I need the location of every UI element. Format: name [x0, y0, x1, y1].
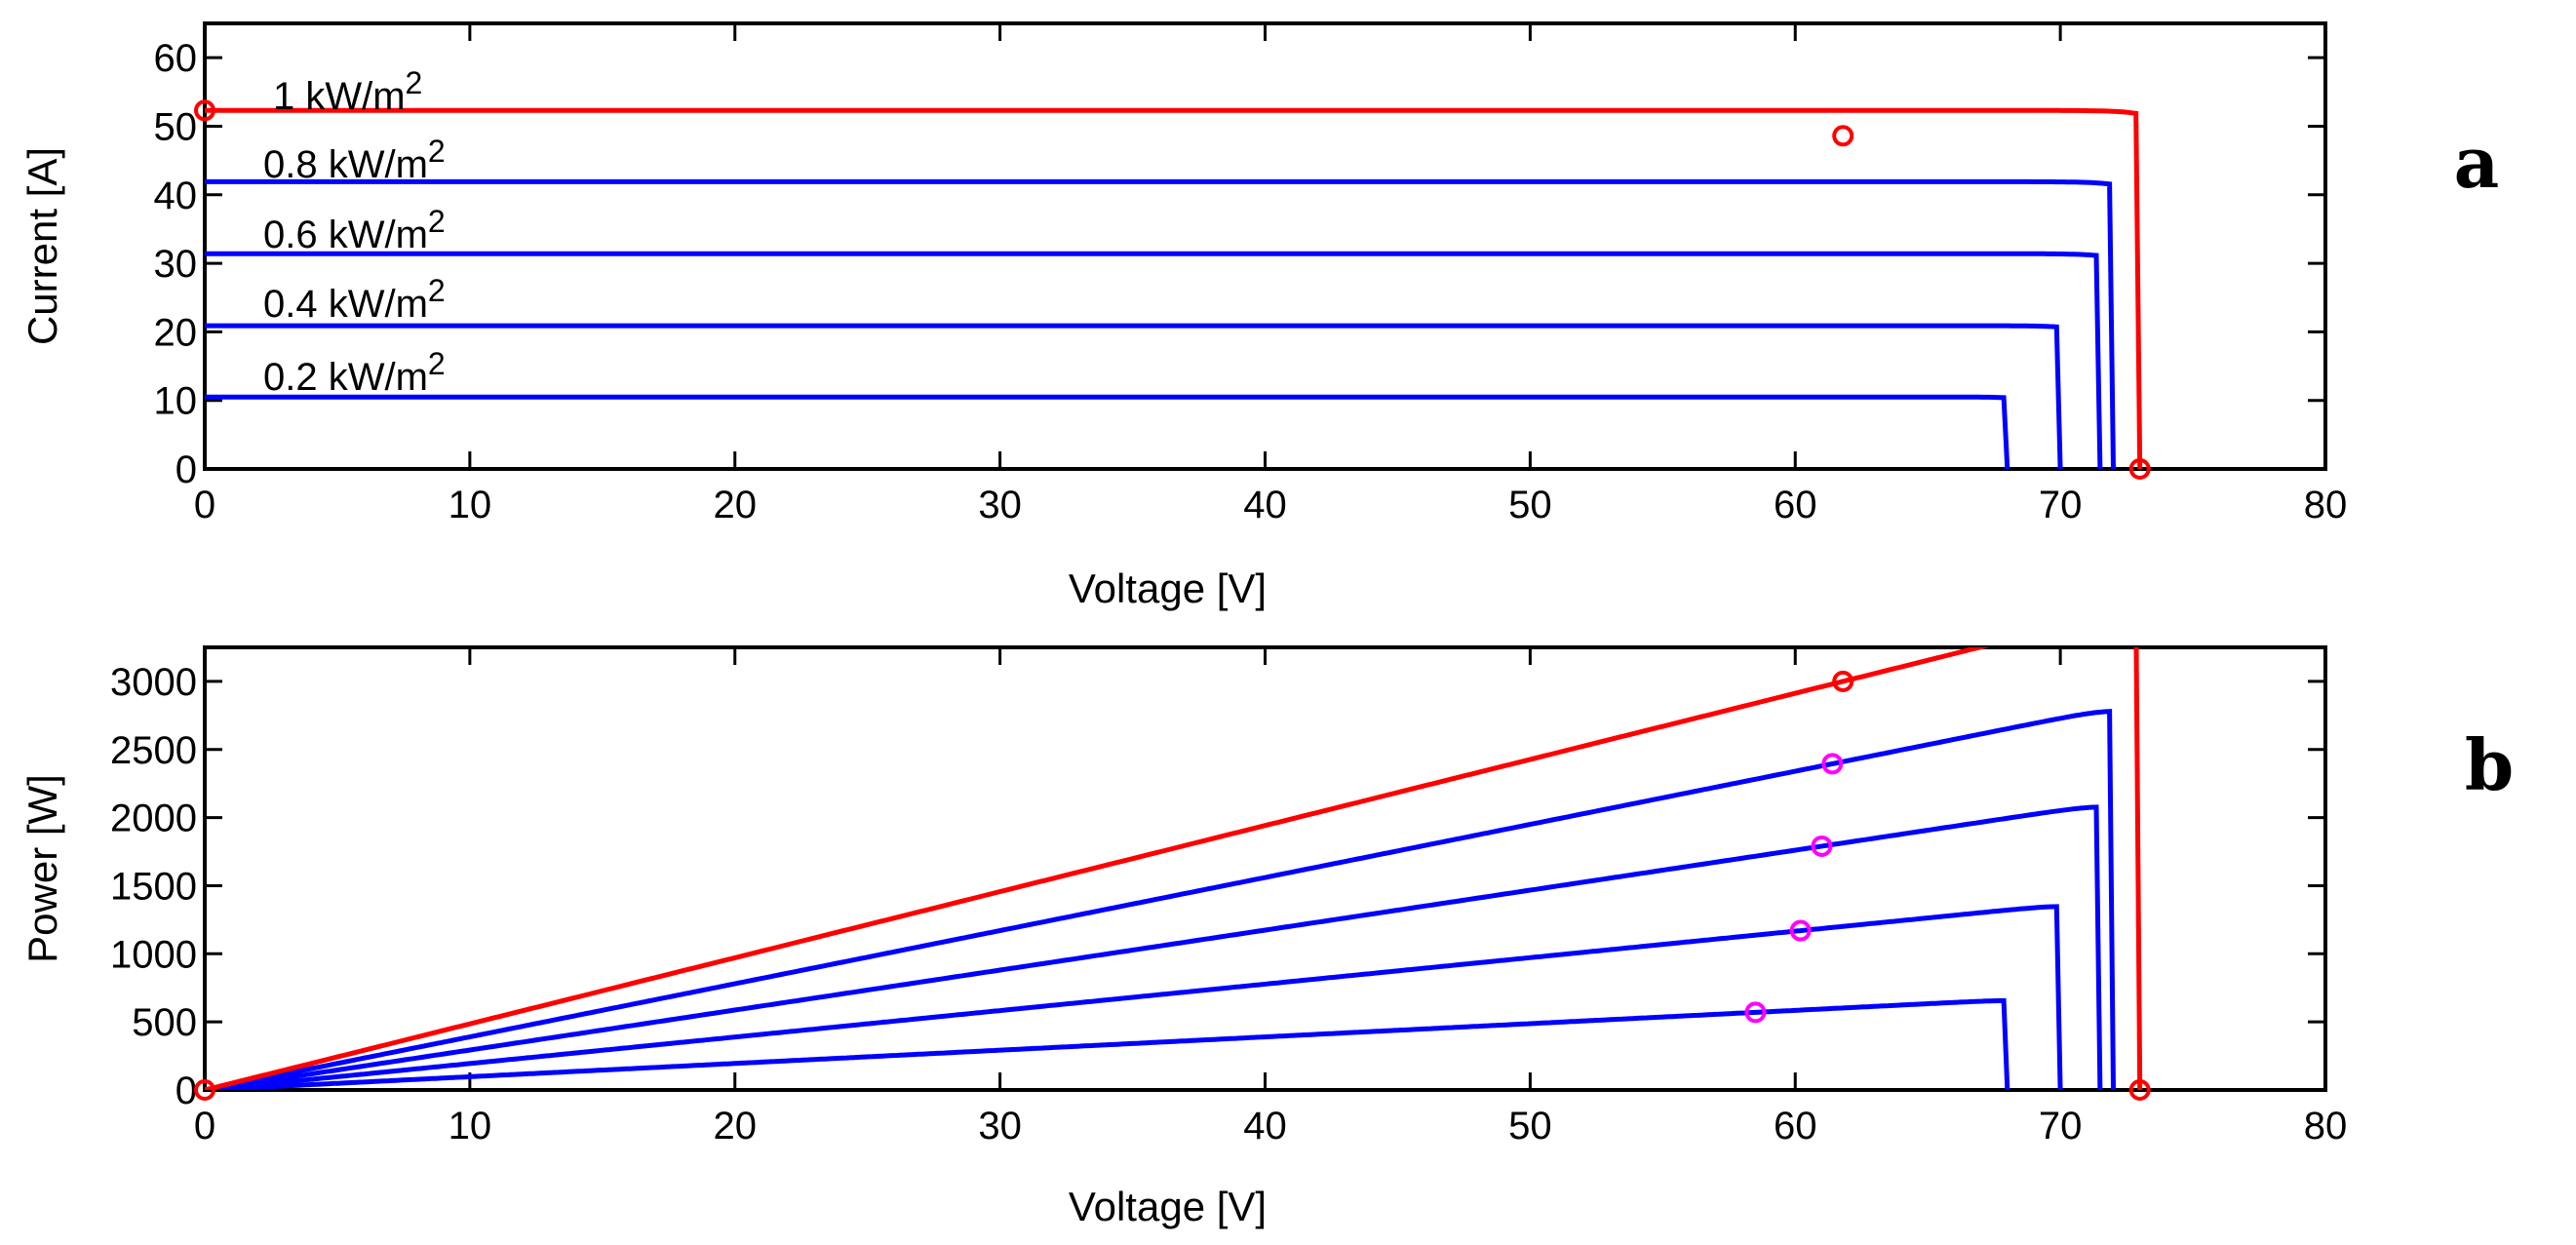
- curve-label-text: 0.6 kW/m: [263, 214, 428, 256]
- curve-0-2-kw-m2: [205, 394, 2010, 469]
- panel-letter: b: [2465, 723, 2514, 806]
- y-tick-label: 1500: [110, 865, 197, 908]
- curve-0-2-kw-m2: [205, 997, 2010, 1090]
- x-axis-title: Voltage [V]: [1069, 565, 1267, 611]
- operating-point-marker: [194, 99, 215, 122]
- operating-point-marker: [1832, 125, 1854, 147]
- operating-point-marker: [1744, 1001, 1767, 1024]
- x-tick-label: 70: [2039, 1105, 2083, 1148]
- curve-0-8-kw-m2: [205, 709, 2116, 1090]
- curve-label-superscript: 2: [428, 273, 446, 308]
- operating-point-marker: [194, 1079, 215, 1101]
- y-tick-label: 20: [154, 311, 198, 354]
- x-tick-label: 40: [1243, 484, 1287, 526]
- y-tick-label: 40: [154, 175, 198, 217]
- y-tick-label: 50: [154, 105, 198, 148]
- operating-point-marker: [2128, 1079, 2151, 1101]
- x-tick-label: 50: [1508, 484, 1552, 526]
- x-tick-label: 80: [2304, 484, 2348, 526]
- operating-point-marker: [1789, 919, 1812, 942]
- panel-letter: a: [2454, 121, 2500, 204]
- curve-label-text: 0.4 kW/m: [263, 283, 428, 326]
- operating-point-marker: [1832, 670, 1854, 692]
- curve-0-8-kw-m2: [205, 178, 2116, 469]
- curve-label-text: 0.8 kW/m: [263, 143, 428, 186]
- curve-label-superscript: 2: [428, 134, 446, 169]
- operating-point-marker: [1811, 835, 1833, 857]
- x-tick-label: 20: [714, 484, 758, 526]
- x-tick-label: 30: [978, 1105, 1022, 1148]
- y-axis-title: Power [W]: [20, 774, 65, 963]
- x-tick-label: 10: [449, 484, 492, 526]
- x-tick-label: 60: [1774, 484, 1817, 526]
- curve-0-6-kw-m2: [205, 251, 2103, 469]
- x-tick-label: 0: [194, 1105, 215, 1148]
- y-tick-label: 2500: [110, 729, 197, 772]
- y-tick-label: 60: [154, 37, 198, 80]
- axes-frame: [203, 645, 2327, 1092]
- y-tick-label: 10: [154, 380, 198, 423]
- curve-1-kw-m2: [205, 647, 2143, 1090]
- x-tick-label: 60: [1774, 1105, 1817, 1148]
- curve-0-4-kw-m2: [205, 904, 2063, 1090]
- y-tick-label: 1000: [110, 933, 197, 976]
- y-tick-label: 500: [132, 1001, 197, 1044]
- x-tick-label: 80: [2304, 1105, 2348, 1148]
- y-tick-label: 0: [176, 448, 197, 491]
- x-tick-label: 20: [714, 1105, 758, 1148]
- curve-label-text: 1 kW/m: [273, 75, 406, 118]
- curve-1-kw-m2: [205, 107, 2143, 469]
- x-tick-label: 40: [1243, 1105, 1287, 1148]
- curve-0-4-kw-m2: [205, 323, 2063, 469]
- curve-label: 0.4 kW/m2: [263, 273, 446, 326]
- curve-label-text: 0.2 kW/m: [263, 356, 428, 399]
- operating-point-marker: [1821, 753, 1844, 775]
- y-tick-label: 0: [176, 1070, 197, 1112]
- x-tick-label: 70: [2039, 484, 2083, 526]
- y-axis-title: Current [A]: [20, 147, 65, 345]
- x-axis-title: Voltage [V]: [1069, 1184, 1267, 1229]
- x-tick-label: 50: [1508, 1105, 1552, 1148]
- curve-label: 0.8 kW/m2: [263, 134, 446, 186]
- curve-label-superscript: 2: [406, 65, 423, 100]
- axes-frame: [203, 21, 2327, 471]
- y-tick-label: 30: [154, 243, 198, 286]
- curve-label-superscript: 2: [428, 346, 446, 381]
- curve-label: 0.6 kW/m2: [263, 204, 446, 256]
- y-tick-label: 2000: [110, 798, 197, 840]
- x-tick-label: 0: [194, 484, 215, 526]
- x-tick-label: 30: [978, 484, 1022, 526]
- operating-point-marker: [2128, 458, 2151, 480]
- curve-0-6-kw-m2: [205, 804, 2103, 1090]
- x-tick-label: 10: [449, 1105, 492, 1148]
- curve-label: 1 kW/m2: [273, 65, 422, 118]
- curve-label: 0.2 kW/m2: [263, 346, 446, 399]
- curve-label-superscript: 2: [428, 204, 446, 239]
- panel-b-pv-chart: 0 10 20 30 40 50 60 70 80 0 500 1000 1500 2000 2500 300…: [20, 645, 2514, 1229]
- y-tick-label: 3000: [110, 661, 197, 704]
- panel-a-iv-chart: 0 10 20 30 40 50 60 70 80 0 10 20 30 40 50 60 Voltage [V…: [20, 21, 2500, 611]
